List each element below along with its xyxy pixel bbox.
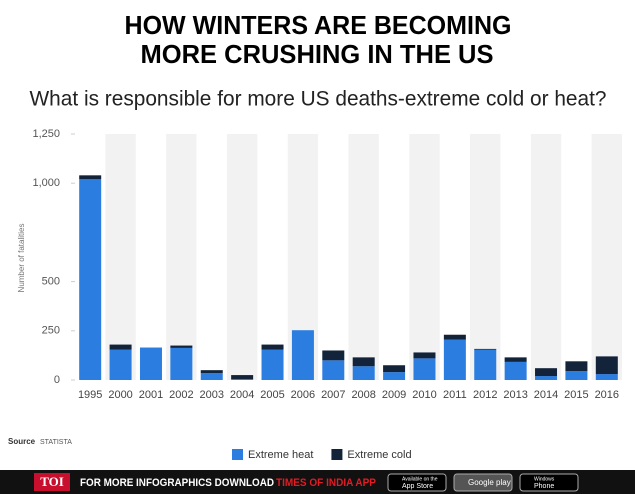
bar-segment (200, 373, 223, 380)
bar-segment (504, 361, 527, 380)
source-label: Source (8, 437, 36, 446)
badge-small-text: Available on the (402, 476, 438, 482)
column-band (105, 134, 136, 380)
x-tick-label: 2005 (260, 389, 284, 401)
x-tick-label: 2012 (473, 389, 497, 401)
x-tick-label: 2013 (503, 389, 527, 401)
bar-segment (79, 179, 102, 380)
bar-segment (261, 344, 284, 350)
x-tick-label: 2000 (108, 389, 132, 401)
column-band (409, 134, 440, 380)
bar-segment (79, 175, 102, 180)
x-tick-label: 2016 (595, 389, 619, 401)
x-tick-label: 2014 (534, 389, 558, 401)
bar-segment (170, 345, 193, 348)
y-tick-label: 0 (54, 374, 60, 386)
badge-text: Phone (534, 483, 554, 490)
y-axis-label: Number of fatalities (17, 224, 26, 293)
bar-segment (352, 366, 375, 380)
bar-segment (109, 349, 132, 380)
bar-segment (565, 361, 588, 372)
x-tick-label: 2008 (351, 389, 375, 401)
bar-segment (170, 347, 193, 380)
bar-segment (231, 375, 254, 380)
subtitle: What is responsible for more US deaths-e… (30, 88, 607, 111)
column-band (166, 134, 197, 380)
bar-segment (413, 358, 436, 380)
x-tick-label: 2015 (564, 389, 588, 401)
y-tick-label: 250 (42, 325, 60, 337)
column-band (591, 134, 622, 380)
x-tick-label: 2001 (139, 389, 163, 401)
legend-swatch (331, 449, 343, 460)
column-band (348, 134, 379, 380)
legend-label: Extreme heat (248, 449, 313, 461)
store-badge (453, 473, 513, 492)
footer-highlight: TIMES OF INDIA APP (276, 477, 376, 489)
title-line: MORE CRUSHING IN THE US (141, 39, 494, 69)
x-tick-label: 1995 (78, 389, 102, 401)
x-tick-label: 2009 (382, 389, 406, 401)
bar-segment (200, 370, 223, 374)
store-badge (519, 473, 579, 492)
bar-segment (443, 339, 466, 380)
column-band (530, 134, 562, 380)
bar-segment (565, 371, 588, 380)
x-tick-label: 2003 (200, 389, 224, 401)
bar-segment (413, 352, 436, 359)
logo: TOI (40, 474, 64, 489)
bar-segment (474, 349, 497, 380)
bar-segment (383, 372, 406, 380)
source-name: STATISTA (40, 439, 72, 446)
y-tick-label: 1,250 (32, 128, 60, 140)
bar-segment (352, 357, 375, 367)
badge-text: App Store (402, 483, 433, 490)
column-band (470, 134, 501, 380)
bar-segment (504, 357, 527, 362)
x-tick-label: 2007 (321, 389, 345, 401)
logo-box (34, 473, 70, 491)
badge-small-text: Windows (534, 476, 555, 482)
bar-segment (535, 368, 558, 377)
y-tick-label: 1,000 (32, 177, 60, 189)
y-tick-label: 500 (42, 276, 60, 288)
store-badge (387, 473, 447, 492)
bar-segment (595, 374, 618, 380)
bar-segment (231, 379, 254, 380)
bar-segment (474, 348, 497, 350)
bar-segment (139, 347, 162, 380)
bar-segment (261, 349, 284, 380)
footer-text: FOR MORE INFOGRAPHICS DOWNLOAD (80, 477, 274, 489)
x-tick-label: 2006 (291, 389, 315, 401)
bar-segment (383, 365, 406, 373)
x-tick-label: 2002 (169, 389, 193, 401)
legend-label: Extreme cold (347, 449, 411, 461)
x-tick-label: 2004 (230, 389, 254, 401)
badge-text: Google play (468, 478, 511, 487)
bar-segment (443, 334, 466, 340)
bar-segment (322, 350, 345, 361)
column-band (226, 134, 258, 380)
bar-segment (291, 330, 314, 380)
bar-segment (109, 344, 132, 350)
bar-segment (535, 376, 558, 380)
x-tick-label: 2011 (443, 389, 467, 401)
x-tick-label: 2010 (412, 389, 436, 401)
legend-swatch (232, 449, 243, 460)
title-line: HOW WINTERS ARE BECOMING (125, 10, 512, 40)
bar-segment (322, 360, 345, 380)
bar-segment (595, 356, 618, 375)
